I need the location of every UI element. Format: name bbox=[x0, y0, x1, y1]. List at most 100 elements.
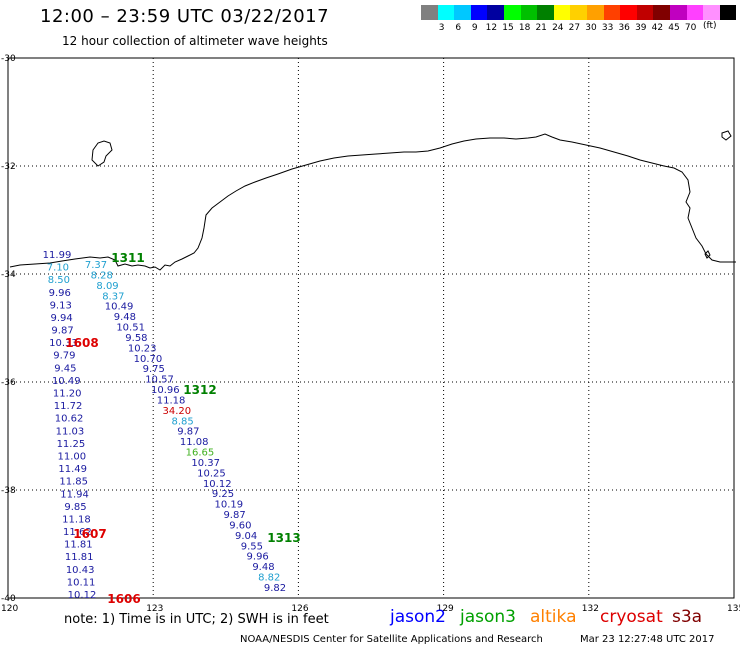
color-scale-label: 9 bbox=[471, 23, 478, 33]
color-scale-label: 15 bbox=[502, 23, 514, 33]
wave-height-label: 9.04 bbox=[235, 531, 257, 542]
color-scale-swatch bbox=[586, 5, 604, 20]
color-scale-swatch bbox=[437, 5, 455, 20]
map-frame bbox=[7, 57, 735, 599]
wave-height-label: 10.70 bbox=[134, 354, 163, 365]
color-scale-label: 21 bbox=[535, 23, 547, 33]
color-scale-swatch bbox=[454, 5, 471, 20]
track-id-label: 1312 bbox=[183, 383, 216, 397]
color-scale-label: 18 bbox=[518, 23, 531, 33]
color-scale-label: 39 bbox=[635, 23, 647, 33]
color-scale-label: 12 bbox=[485, 23, 498, 33]
wave-height-label: 11.99 bbox=[43, 250, 72, 261]
wave-height-label: 9.87 bbox=[51, 326, 73, 337]
color-scale-swatch bbox=[686, 5, 704, 20]
wave-height-label: 11.81 bbox=[64, 540, 93, 551]
color-scale-swatch bbox=[653, 5, 670, 20]
wave-height-label: 10.96 bbox=[151, 385, 180, 396]
wave-height-label: 9.75 bbox=[143, 364, 165, 375]
wave-height-label: 9.96 bbox=[49, 288, 71, 299]
wave-height-label: 11.72 bbox=[54, 401, 83, 412]
color-scale-swatch bbox=[537, 5, 554, 20]
wave-height-label: 10.33 bbox=[49, 338, 78, 349]
color-scale-swatch bbox=[487, 5, 504, 20]
color-scale-swatch bbox=[553, 5, 571, 20]
wave-height-label: 9.79 bbox=[53, 351, 75, 362]
island-small-east bbox=[721, 130, 732, 141]
color-scale-label: 3 bbox=[438, 23, 445, 33]
wave-height-label: 9.13 bbox=[50, 300, 72, 311]
color-scale-swatch bbox=[421, 5, 438, 20]
lon-tick-label: 126 bbox=[291, 604, 308, 614]
satellite-legend-item: jason3 bbox=[460, 607, 516, 627]
wave-height-label: 10.37 bbox=[191, 458, 220, 469]
color-scale-swatch bbox=[603, 5, 621, 20]
lon-tick-label: 123 bbox=[146, 604, 163, 614]
color-scale-swatch bbox=[620, 5, 637, 20]
wave-height-label: 7.10 bbox=[47, 263, 69, 274]
color-scale-swatch bbox=[636, 5, 654, 20]
wave-height-label: 10.23 bbox=[128, 343, 157, 354]
color-scale-swatch bbox=[503, 5, 521, 20]
color-scale-swatch bbox=[703, 5, 720, 20]
footer-note: note: 1) Time is in UTC; 2) SWH is in fe… bbox=[64, 612, 329, 627]
wave-height-label: 10.51 bbox=[116, 323, 145, 334]
track-id-label: 1606 bbox=[107, 592, 140, 606]
satellite-legend-item: s3a bbox=[672, 607, 703, 627]
wave-height-label: 11.08 bbox=[180, 437, 209, 448]
wave-height-label: 11.62 bbox=[63, 527, 92, 538]
wave-height-label: 8.85 bbox=[171, 416, 193, 427]
color-scale-label: 42 bbox=[651, 23, 664, 33]
color-scale-label: 30 bbox=[585, 23, 597, 33]
color-scale-label: 27 bbox=[568, 23, 581, 33]
color-scale-label: 36 bbox=[618, 23, 630, 33]
color-scale-labels: 3 6 9 12 15 18 21 24 27 30 33 36 39 42 45 70 bbox=[421, 20, 736, 33]
wave-height-label: 9.87 bbox=[223, 510, 245, 521]
wave-height-label: 9.25 bbox=[212, 489, 234, 500]
wave-height-label: 11.18 bbox=[157, 395, 186, 406]
lon-tick-label: 132 bbox=[582, 604, 599, 614]
coastline bbox=[9, 133, 736, 271]
color-scale-swatch bbox=[669, 5, 687, 20]
color-scale-label: 6 bbox=[455, 23, 462, 33]
wave-height-label: 9.60 bbox=[229, 520, 251, 531]
wave-height-label: 11.81 bbox=[65, 552, 94, 563]
map-grid: -30-32-34-36-38-40120123126129132135 bbox=[1, 54, 740, 614]
satellite-legend-item: altika bbox=[530, 607, 577, 627]
wave-height-label: 11.49 bbox=[58, 464, 87, 475]
color-scale-swatches bbox=[421, 5, 737, 20]
lon-tick-label: 135 bbox=[727, 604, 740, 614]
wave-height-label: 9.94 bbox=[50, 313, 72, 324]
wave-height-label: 11.25 bbox=[57, 439, 86, 450]
wave-height-label: 8.82 bbox=[258, 573, 280, 584]
wave-height-label: 8.37 bbox=[102, 291, 124, 302]
color-scale-swatch bbox=[520, 5, 538, 20]
wave-height-label: 10.43 bbox=[66, 565, 95, 576]
color-scale-label: 33 bbox=[601, 23, 614, 33]
color-scale-legend: 3 6 9 12 15 18 21 24 27 30 33 36 39 42 45 70 bbox=[421, 5, 737, 35]
wave-height-label: 10.57 bbox=[145, 375, 174, 386]
wave-height-label: 10.11 bbox=[67, 577, 96, 588]
footer-credit: NOAA/NESDIS Center for Satellite Applica… bbox=[240, 634, 543, 645]
lat-tick-label: -40 bbox=[1, 594, 16, 604]
color-scale-swatch bbox=[570, 5, 587, 20]
wave-height-label: 16.65 bbox=[186, 448, 215, 459]
page-subtitle: 12 hour collection of altimeter wave hei… bbox=[62, 34, 328, 48]
wave-height-label: 10.25 bbox=[197, 468, 226, 479]
wave-height-label: 11.20 bbox=[53, 389, 82, 400]
wave-height-label: 10.62 bbox=[55, 414, 84, 425]
lon-tick-label: 129 bbox=[437, 604, 454, 614]
color-scale-label: 45 bbox=[668, 23, 680, 33]
wave-height-label: 9.58 bbox=[125, 333, 147, 344]
wave-height-label: 9.82 bbox=[264, 583, 286, 594]
color-scale-swatch bbox=[719, 5, 737, 20]
wave-height-label: 10.12 bbox=[68, 590, 97, 601]
page-title: 12:00 – 23:59 UTC 03/22/2017 bbox=[40, 6, 330, 27]
island-north bbox=[91, 140, 113, 167]
wave-height-label: 8.50 bbox=[48, 275, 70, 286]
wave-height-label: 11.85 bbox=[59, 477, 88, 488]
wave-height-label: 9.55 bbox=[241, 541, 263, 552]
track-id-label: 1607 bbox=[73, 527, 106, 541]
wave-height-label: 8.09 bbox=[96, 281, 118, 292]
